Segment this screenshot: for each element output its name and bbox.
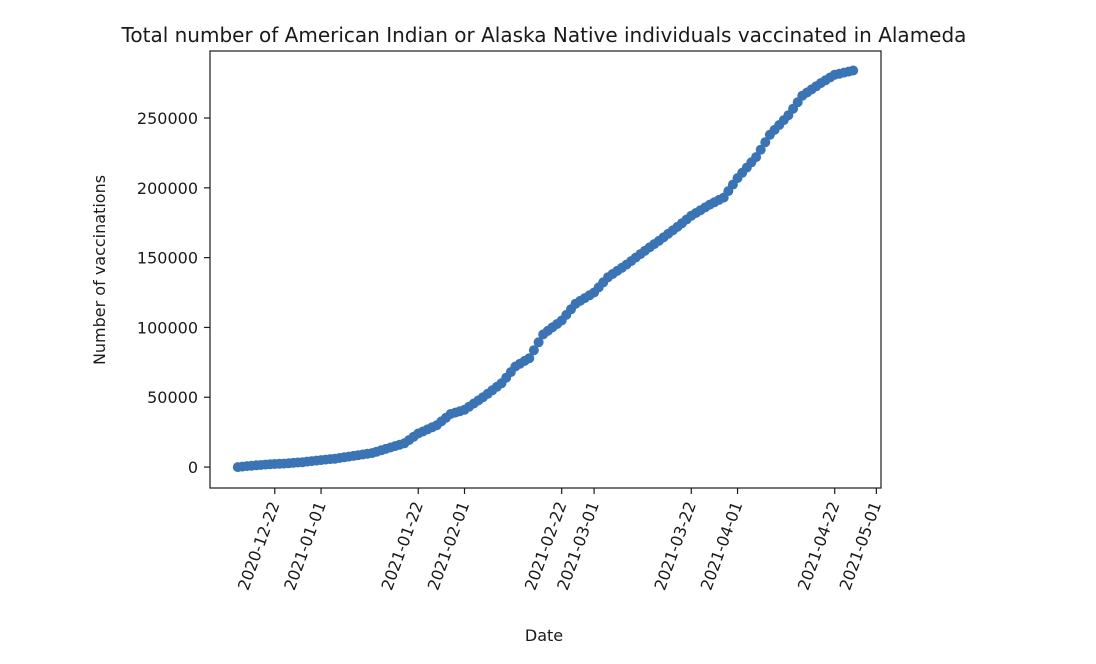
plot-area (209, 50, 882, 489)
data-series (232, 65, 859, 473)
x-tick-label: 2021-01-01 (280, 499, 330, 593)
data-point (751, 152, 762, 163)
data-point (848, 65, 859, 76)
data-point (528, 345, 539, 356)
x-tick-label: 2021-02-01 (424, 499, 474, 593)
x-tick-label: 2021-04-22 (794, 499, 844, 593)
data-point (755, 144, 766, 155)
x-tick-label: 2020-12-22 (234, 499, 284, 593)
x-tick-label: 2021-04-01 (697, 499, 747, 593)
y-tick-label: 150000 (137, 249, 198, 268)
x-tick-label: 2021-01-22 (377, 499, 427, 593)
y-tick-label: 0 (188, 458, 198, 477)
x-axis-label: Date (525, 626, 563, 645)
x-tick-label: 2021-05-01 (835, 499, 885, 593)
y-tick-label: 250000 (137, 109, 198, 128)
y-axis: 0 50000 100000 150000 200000 250000 (137, 109, 210, 477)
y-tick-label: 200000 (137, 179, 198, 198)
y-tick-label: 100000 (137, 318, 198, 337)
plot-frame (209, 50, 882, 489)
data-point (524, 353, 535, 364)
chart-title: Total number of American Indian or Alask… (121, 23, 967, 47)
data-point (533, 337, 544, 348)
y-axis-label: Number of vaccinations (90, 175, 109, 365)
data-point (760, 137, 771, 148)
y-tick-label: 50000 (147, 388, 198, 407)
x-tick-label: 2021-03-22 (650, 499, 700, 593)
